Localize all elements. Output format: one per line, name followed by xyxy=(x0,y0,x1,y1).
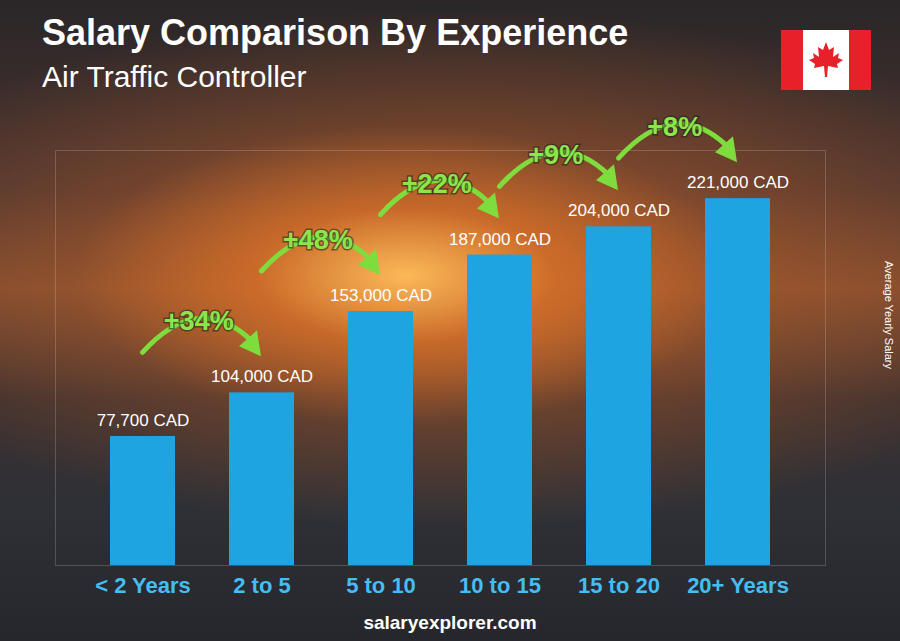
html-text:Average Yearly Salary: Average Yearly Salary xyxy=(883,261,895,369)
svg-text:153,000 CAD: 153,000 CAD xyxy=(330,286,432,305)
svg-text:+22%: +22% xyxy=(402,169,472,199)
svg-text:20+ Years: 20+ Years xyxy=(687,573,789,598)
svg-text:187,000 CAD: 187,000 CAD xyxy=(449,230,551,249)
svg-text:15 to 20: 15 to 20 xyxy=(578,573,660,598)
svg-text:10 to 15: 10 to 15 xyxy=(459,573,541,598)
svg-text:104,000 CAD: 104,000 CAD xyxy=(211,367,313,386)
svg-text:2 to 5: 2 to 5 xyxy=(233,573,290,598)
svg-text:+34%: +34% xyxy=(164,306,234,336)
svg-text:+48%: +48% xyxy=(283,225,353,255)
svg-text:77,700 CAD: 77,700 CAD xyxy=(97,411,190,430)
svg-text:221,000 CAD: 221,000 CAD xyxy=(687,173,789,192)
svg-text:+8%: +8% xyxy=(647,112,702,142)
html-text:Air Traffic Controller: Air Traffic Controller xyxy=(42,60,307,93)
svg-text:5 to 10: 5 to 10 xyxy=(346,573,416,598)
svg-text:204,000 CAD: 204,000 CAD xyxy=(568,201,670,220)
svg-text:< 2 Years: < 2 Years xyxy=(95,573,191,598)
svg-text:+9%: +9% xyxy=(528,140,583,170)
html-text:Salary Comparison By Experienc: Salary Comparison By Experience xyxy=(42,12,629,53)
html-text:salaryexplorer.com: salaryexplorer.com xyxy=(363,612,537,633)
